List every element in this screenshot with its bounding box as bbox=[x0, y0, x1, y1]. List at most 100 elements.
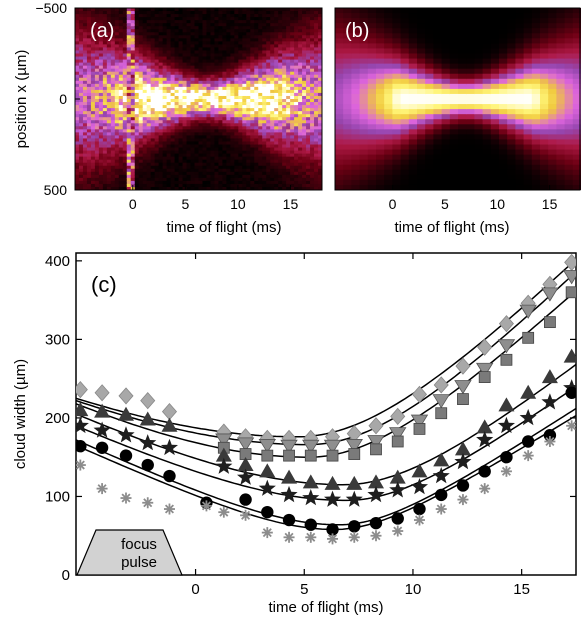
heatmap-cell bbox=[343, 88, 352, 95]
heatmap-cell bbox=[178, 38, 184, 42]
heatmap-cell bbox=[90, 129, 96, 133]
heatmap-cell bbox=[158, 138, 164, 143]
heatmap-cell bbox=[376, 184, 385, 190]
heatmap-cell bbox=[102, 80, 108, 85]
heatmap-cell bbox=[166, 53, 172, 58]
heatmap-cell bbox=[82, 144, 88, 149]
heatmap-cell bbox=[174, 156, 180, 161]
heatmap-cell bbox=[482, 63, 492, 70]
heatmap-cell bbox=[118, 171, 124, 176]
y-tick-label: 100 bbox=[45, 488, 70, 505]
heatmap-cell bbox=[218, 105, 223, 109]
heatmap-cell bbox=[75, 144, 80, 149]
heatmap-cell bbox=[174, 183, 180, 188]
heatmap-cell bbox=[351, 78, 361, 85]
heatmap-cell bbox=[134, 59, 140, 64]
heatmap-cell bbox=[298, 186, 303, 190]
heatmap-cell bbox=[126, 65, 132, 70]
heatmap-cell bbox=[376, 48, 385, 55]
heatmap-cell bbox=[282, 32, 287, 36]
heatmap-cell bbox=[274, 162, 279, 167]
heatmap-cell bbox=[166, 59, 172, 64]
heatmap-cell bbox=[170, 153, 176, 158]
heatmap-cell bbox=[433, 78, 443, 85]
heatmap-cell bbox=[564, 63, 574, 70]
heatmap-cell bbox=[433, 109, 443, 115]
heatmap-cell bbox=[126, 83, 132, 88]
heatmap-cell bbox=[548, 109, 557, 115]
fit-curve bbox=[76, 414, 576, 531]
heatmap-cell bbox=[166, 126, 172, 130]
heatmap-cell bbox=[523, 53, 533, 60]
triangle-up-marker bbox=[411, 463, 428, 478]
heatmap-cell bbox=[384, 13, 393, 19]
heatmap-cell bbox=[441, 104, 451, 110]
heatmap-cell bbox=[194, 105, 200, 109]
heatmap-cell bbox=[78, 111, 84, 115]
heatmap-cell bbox=[110, 108, 116, 112]
heatmap-cell bbox=[226, 77, 231, 82]
heatmap-cell bbox=[258, 11, 263, 15]
heatmap-cell bbox=[548, 184, 557, 190]
heatmap-cell bbox=[556, 8, 566, 14]
heatmap-cell bbox=[202, 180, 208, 185]
heatmap-cell bbox=[250, 68, 255, 73]
heatmap-cell bbox=[433, 83, 443, 90]
heatmap-cell bbox=[230, 156, 235, 161]
heatmap-cell bbox=[359, 38, 369, 44]
heatmap-cell bbox=[238, 153, 243, 158]
heatmap-cell bbox=[474, 104, 484, 110]
heatmap-cell bbox=[190, 65, 196, 70]
heatmap-cell bbox=[343, 73, 352, 80]
heatmap-cell bbox=[449, 134, 459, 141]
heatmap-cell bbox=[242, 65, 247, 70]
heatmap-cell bbox=[523, 179, 533, 186]
heatmap-cell bbox=[146, 102, 152, 106]
heatmap-cell bbox=[266, 108, 271, 112]
heatmap-cell bbox=[222, 186, 227, 190]
heatmap-cell bbox=[114, 47, 120, 52]
heatmap-cell bbox=[278, 29, 283, 33]
heatmap-cell bbox=[182, 80, 188, 85]
heatmap-cell bbox=[490, 114, 500, 120]
heatmap-cell bbox=[548, 139, 557, 146]
heatmap-cell bbox=[114, 44, 120, 49]
heatmap-cell bbox=[226, 44, 231, 49]
heatmap-cell bbox=[106, 71, 112, 76]
heatmap-cell bbox=[515, 18, 525, 24]
heatmap-cell bbox=[202, 11, 208, 15]
heatmap-cell bbox=[94, 144, 100, 149]
heatmap-cell bbox=[190, 83, 196, 88]
heatmap-cell bbox=[238, 53, 243, 58]
heatmap-cell bbox=[114, 95, 120, 100]
heatmap-cell bbox=[130, 105, 136, 109]
heatmap-cell bbox=[490, 78, 500, 85]
heatmap-cell bbox=[408, 139, 418, 146]
heatmap-cell bbox=[286, 141, 291, 146]
heatmap-cell bbox=[306, 65, 311, 70]
heatmap-cell bbox=[294, 108, 299, 112]
heatmap-cell bbox=[170, 44, 176, 49]
heatmap-cell bbox=[474, 129, 484, 135]
heatmap-cell bbox=[234, 83, 239, 88]
heatmap-cell bbox=[75, 92, 80, 97]
heatmap-cell bbox=[75, 126, 80, 130]
heatmap-cell bbox=[306, 38, 311, 42]
heatmap-cell bbox=[278, 147, 283, 152]
y-tick-label: 0 bbox=[59, 91, 67, 107]
heatmap-cell bbox=[150, 50, 156, 55]
heatmap-cell bbox=[274, 114, 279, 118]
heatmap-cell bbox=[408, 93, 418, 100]
heatmap-cell bbox=[174, 29, 180, 33]
heatmap-cell bbox=[458, 184, 467, 190]
heatmap-cell bbox=[110, 68, 116, 73]
heatmap-cell bbox=[298, 32, 303, 36]
heatmap-cell bbox=[482, 149, 492, 156]
heatmap-cell bbox=[314, 168, 319, 173]
heatmap-cell bbox=[306, 150, 311, 155]
heatmap-cell bbox=[250, 183, 255, 188]
heatmap-cell bbox=[110, 120, 116, 124]
heatmap-cell bbox=[367, 33, 377, 39]
heatmap-cell bbox=[270, 11, 275, 15]
heatmap-cell bbox=[254, 186, 259, 190]
